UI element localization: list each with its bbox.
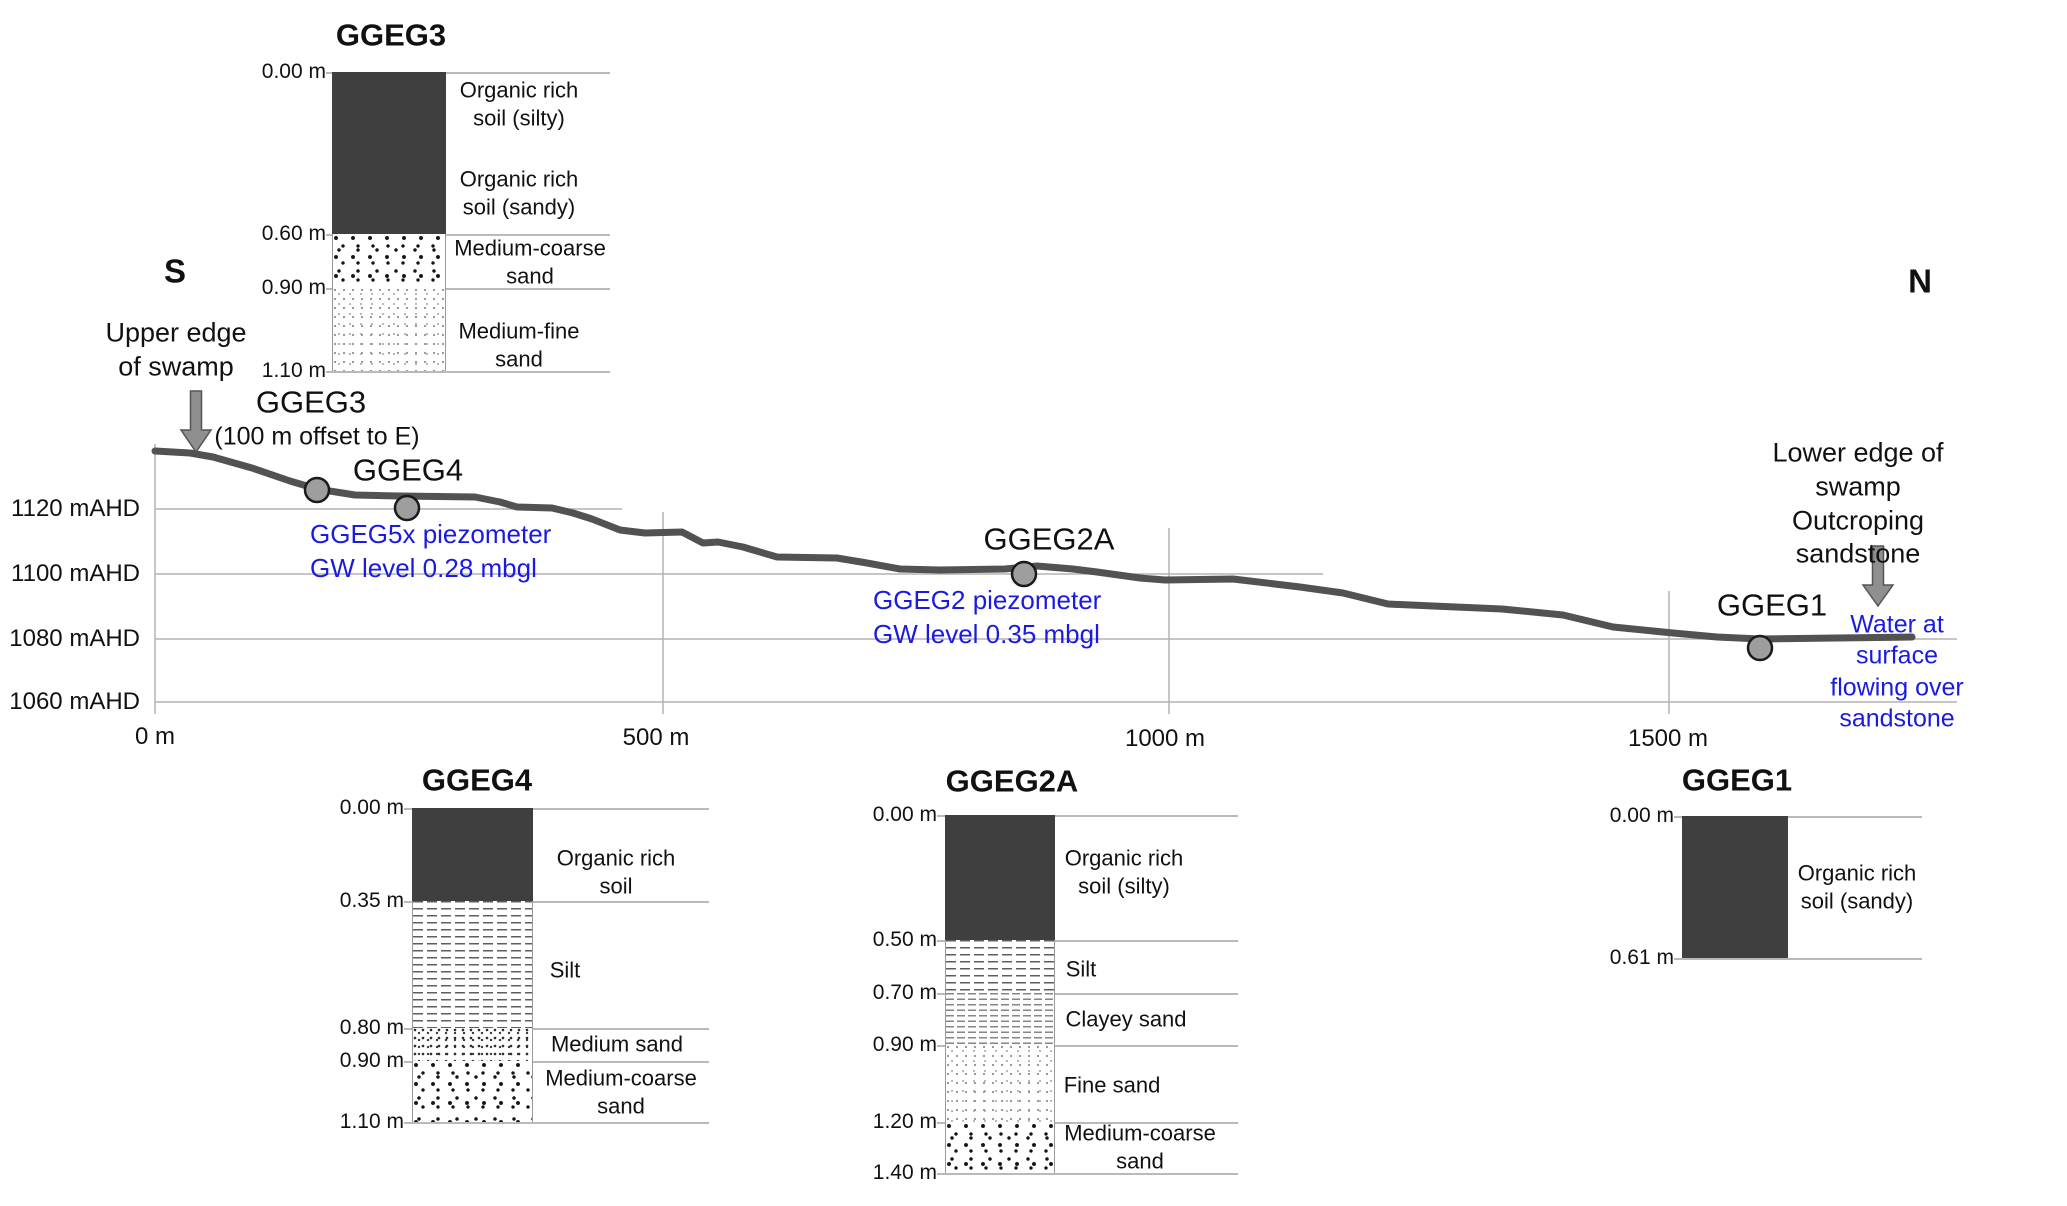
depth-line bbox=[937, 1122, 1238, 1124]
distance-label-0: 0 m bbox=[134, 723, 176, 750]
layer-silt bbox=[945, 940, 1055, 993]
layer-label: Silt bbox=[549, 957, 581, 983]
distance-label-1500: 1500 m bbox=[1627, 725, 1709, 752]
depth-line bbox=[1674, 816, 1922, 818]
depth-line bbox=[937, 993, 1238, 995]
depth-line bbox=[937, 1173, 1238, 1175]
depth-label: 1.20 m bbox=[872, 1110, 937, 1133]
depth-label: 1.10 m bbox=[339, 1110, 404, 1133]
site-label-ggeg4: GGEG4 bbox=[352, 452, 464, 488]
depth-line bbox=[326, 371, 610, 373]
depth-line bbox=[937, 1045, 1238, 1047]
depth-line bbox=[326, 72, 610, 74]
elevation-label-1060: 1060 mAHD bbox=[9, 688, 140, 715]
layer-label: Medium sand bbox=[550, 1031, 684, 1057]
marker-ggeg2a bbox=[1010, 560, 1038, 588]
depth-label: 0.61 m bbox=[1609, 946, 1674, 969]
depth-label: 0.35 m bbox=[339, 889, 404, 912]
lower-edge-arrow-icon bbox=[1861, 545, 1895, 608]
layer-medium-coarse-sand bbox=[945, 1122, 1055, 1173]
layer-organic-rich-soil bbox=[332, 72, 446, 234]
elevation-label-1100: 1100 mAHD bbox=[11, 560, 140, 587]
site-label-ggeg2a: GGEG2A bbox=[983, 521, 1115, 557]
elevation-label-1080: 1080 mAHD bbox=[9, 625, 140, 652]
layer-label: Medium-coarse sand bbox=[545, 1065, 697, 1119]
layer-organic-rich-soil bbox=[412, 808, 533, 901]
depth-label: 0.90 m bbox=[339, 1049, 404, 1072]
depth-line bbox=[937, 815, 1238, 817]
compass-north-label: N bbox=[1908, 262, 1932, 300]
layer-label: Medium-fine sand bbox=[458, 318, 580, 372]
depth-line bbox=[404, 1061, 709, 1063]
layer-label: Clayey sand bbox=[1065, 1006, 1187, 1032]
depth-line bbox=[326, 234, 610, 236]
site-label-ggeg1: GGEG1 bbox=[1716, 587, 1828, 623]
depth-label: 0.00 m bbox=[339, 796, 404, 819]
depth-label: 0.80 m bbox=[339, 1016, 404, 1039]
marker-ggeg4 bbox=[393, 494, 421, 522]
depth-line bbox=[1674, 958, 1922, 960]
layer-organic-rich-soil bbox=[945, 815, 1055, 940]
depth-label: 0.50 m bbox=[872, 928, 937, 951]
depth-line bbox=[937, 940, 1238, 942]
layer-medium-coarse-sand bbox=[332, 234, 446, 288]
depth-label: 0.90 m bbox=[261, 276, 326, 299]
ggeg2-piezometer-note: GGEG2 piezometer GW level 0.35 mbgl bbox=[873, 585, 1102, 649]
layer-label: Organic rich soil (sandy) bbox=[459, 166, 579, 220]
layer-fine-sand bbox=[945, 1045, 1055, 1122]
ggeg5x-piezometer-note: GGEG5x piezometer GW level 0.28 mbgl bbox=[310, 519, 552, 583]
marker-ggeg3 bbox=[303, 476, 331, 504]
layer-label: Fine sand bbox=[1063, 1072, 1161, 1098]
distance-label-500: 500 m bbox=[622, 724, 690, 751]
upper-edge-arrow-icon bbox=[179, 390, 213, 454]
depth-label: 0.60 m bbox=[261, 222, 326, 245]
layer-medium-sand bbox=[412, 1028, 533, 1061]
layer-clayey-sand bbox=[945, 993, 1055, 1045]
depth-line bbox=[404, 808, 709, 810]
depth-label: 0.70 m bbox=[872, 981, 937, 1004]
log-title: GGEG4 bbox=[421, 762, 533, 798]
layer-label: Medium-coarse sand bbox=[1064, 1120, 1216, 1174]
depth-label: 0.00 m bbox=[261, 60, 326, 83]
depth-label: 0.90 m bbox=[872, 1033, 937, 1056]
water-at-surface-note: Water at surface flowing over sandstone bbox=[1830, 610, 1964, 733]
layer-medium-fine-sand bbox=[332, 288, 446, 371]
depth-line bbox=[404, 1028, 709, 1030]
layer-label: Silt bbox=[1065, 956, 1097, 982]
site-label-ggeg3: GGEG3 bbox=[255, 384, 367, 420]
depth-label: 0.00 m bbox=[872, 803, 937, 826]
log-title: GGEG3 bbox=[335, 17, 447, 53]
distance-label-1000: 1000 m bbox=[1124, 725, 1206, 752]
log-title: GGEG1 bbox=[1681, 762, 1793, 798]
ggeg3-offset-note: (100 m offset to E) bbox=[214, 422, 420, 451]
log-title: GGEG2A bbox=[945, 763, 1079, 799]
depth-line bbox=[404, 901, 709, 903]
layer-label: Organic rich soil (silty) bbox=[1064, 845, 1184, 899]
layer-organic-rich-soil bbox=[1682, 816, 1788, 958]
depth-label: 0.00 m bbox=[1609, 804, 1674, 827]
upper-edge-of-swamp-label: Upper edge of swamp bbox=[105, 317, 247, 381]
depth-line bbox=[404, 1122, 709, 1124]
depth-label: 1.40 m bbox=[872, 1161, 937, 1184]
lower-edge-of-swamp-label: Lower edge of swamp Outcroping sandstone bbox=[1772, 437, 1944, 569]
layer-label: Organic rich soil bbox=[556, 845, 676, 899]
compass-south-label: S bbox=[163, 252, 187, 290]
depth-label: 1.10 m bbox=[261, 359, 326, 382]
terrain-profile-line bbox=[151, 447, 1916, 643]
layer-medium-coarse-sand bbox=[412, 1061, 533, 1122]
elevation-label-1120: 1120 mAHD bbox=[11, 495, 140, 522]
depth-line bbox=[326, 288, 610, 290]
marker-ggeg1 bbox=[1746, 634, 1774, 662]
layer-label: Organic rich soil (sandy) bbox=[1797, 860, 1917, 914]
layer-silt bbox=[412, 901, 533, 1028]
layer-label: Organic rich soil (silty) bbox=[459, 77, 579, 131]
layer-label: Medium-coarse sand bbox=[454, 235, 606, 289]
